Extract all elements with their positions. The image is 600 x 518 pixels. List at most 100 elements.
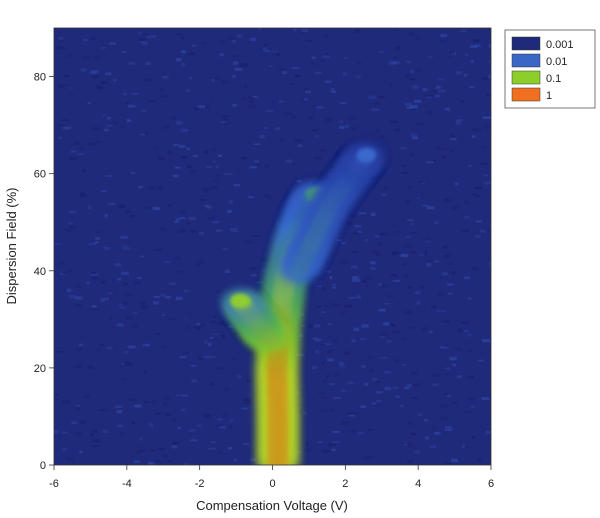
noise-speck bbox=[244, 401, 252, 405]
noise-speck bbox=[117, 278, 122, 281]
noise-speck bbox=[210, 320, 216, 324]
noise-speck bbox=[327, 173, 334, 175]
noise-speck bbox=[181, 50, 186, 54]
noise-speck bbox=[229, 424, 233, 429]
noise-speck bbox=[361, 279, 367, 283]
noise-speck bbox=[395, 395, 400, 398]
noise-speck bbox=[326, 349, 333, 354]
noise-speck bbox=[451, 458, 458, 463]
noise-speck bbox=[104, 72, 112, 76]
noise-speck bbox=[240, 63, 249, 67]
noise-speck bbox=[190, 364, 197, 367]
noise-speck bbox=[210, 441, 216, 444]
noise-speck bbox=[153, 295, 160, 299]
noise-speck bbox=[241, 97, 247, 100]
noise-speck bbox=[408, 32, 415, 36]
noise-speck bbox=[188, 428, 196, 432]
noise-speck bbox=[90, 272, 97, 275]
noise-speck bbox=[425, 436, 429, 440]
noise-speck bbox=[194, 107, 200, 111]
noise-speck bbox=[68, 295, 76, 299]
noise-speck bbox=[92, 429, 97, 433]
noise-speck bbox=[106, 124, 113, 127]
noise-speck bbox=[452, 401, 458, 405]
noise-speck bbox=[311, 366, 318, 370]
noise-speck bbox=[342, 72, 347, 76]
noise-speck bbox=[114, 405, 123, 408]
noise-speck bbox=[376, 380, 381, 384]
noise-speck bbox=[232, 75, 236, 78]
noise-speck bbox=[183, 289, 189, 293]
noise-speck bbox=[418, 180, 424, 183]
noise-speck bbox=[78, 343, 84, 346]
noise-speck bbox=[341, 241, 346, 245]
noise-speck bbox=[412, 446, 416, 449]
noise-speck bbox=[463, 276, 471, 280]
noise-speck bbox=[345, 221, 353, 225]
noise-speck bbox=[227, 37, 236, 40]
noise-speck bbox=[384, 386, 392, 391]
noise-speck bbox=[384, 186, 389, 189]
noise-speck bbox=[447, 55, 453, 58]
noise-speck bbox=[333, 397, 341, 399]
noise-speck bbox=[292, 162, 298, 165]
noise-speck bbox=[464, 330, 469, 333]
noise-speck bbox=[57, 124, 64, 126]
noise-speck bbox=[174, 221, 178, 223]
noise-speck bbox=[181, 229, 186, 232]
noise-speck bbox=[435, 146, 441, 149]
noise-speck bbox=[375, 252, 382, 256]
noise-speck bbox=[325, 52, 330, 55]
noise-speck bbox=[475, 220, 483, 223]
noise-speck bbox=[211, 79, 215, 82]
noise-speck bbox=[62, 83, 69, 86]
noise-speck bbox=[90, 36, 96, 41]
noise-speck bbox=[86, 282, 90, 285]
noise-speck bbox=[422, 87, 428, 92]
noise-speck bbox=[61, 400, 70, 404]
noise-speck bbox=[269, 48, 277, 52]
noise-speck bbox=[437, 293, 443, 298]
noise-speck bbox=[484, 181, 491, 185]
noise-speck bbox=[171, 116, 177, 120]
noise-speck bbox=[395, 358, 399, 363]
noise-speck bbox=[464, 201, 469, 205]
noise-speck bbox=[351, 339, 356, 343]
noise-speck bbox=[262, 47, 267, 51]
noise-speck bbox=[176, 121, 183, 125]
noise-speck bbox=[199, 232, 204, 235]
noise-speck bbox=[474, 186, 483, 190]
noise-speck bbox=[344, 57, 348, 59]
noise-speck bbox=[455, 121, 461, 125]
noise-speck bbox=[351, 127, 357, 130]
noise-speck bbox=[140, 41, 147, 43]
noise-speck bbox=[486, 94, 491, 97]
noise-speck bbox=[320, 59, 325, 62]
noise-speck bbox=[234, 67, 243, 71]
noise-speck bbox=[245, 240, 254, 244]
noise-speck bbox=[467, 375, 474, 379]
noise-speck bbox=[464, 53, 469, 57]
noise-speck bbox=[103, 247, 111, 250]
noise-speck bbox=[404, 386, 410, 390]
noise-speck bbox=[249, 267, 257, 270]
noise-speck bbox=[178, 217, 186, 220]
noise-speck bbox=[248, 439, 253, 442]
noise-speck bbox=[176, 270, 182, 274]
noise-speck bbox=[311, 129, 319, 132]
noise-speck bbox=[371, 378, 378, 381]
noise-speck bbox=[481, 397, 490, 400]
noise-speck bbox=[325, 270, 332, 273]
noise-speck bbox=[452, 205, 459, 210]
noise-speck bbox=[454, 182, 459, 186]
noise-speck bbox=[382, 284, 388, 288]
noise-speck bbox=[383, 370, 391, 374]
noise-speck bbox=[436, 85, 441, 89]
noise-speck bbox=[413, 99, 422, 103]
noise-speck bbox=[223, 122, 229, 125]
legend-label: 1 bbox=[546, 90, 552, 102]
noise-speck bbox=[198, 199, 206, 201]
noise-speck bbox=[294, 74, 301, 78]
noise-speck bbox=[264, 164, 269, 168]
noise-speck bbox=[131, 92, 139, 95]
